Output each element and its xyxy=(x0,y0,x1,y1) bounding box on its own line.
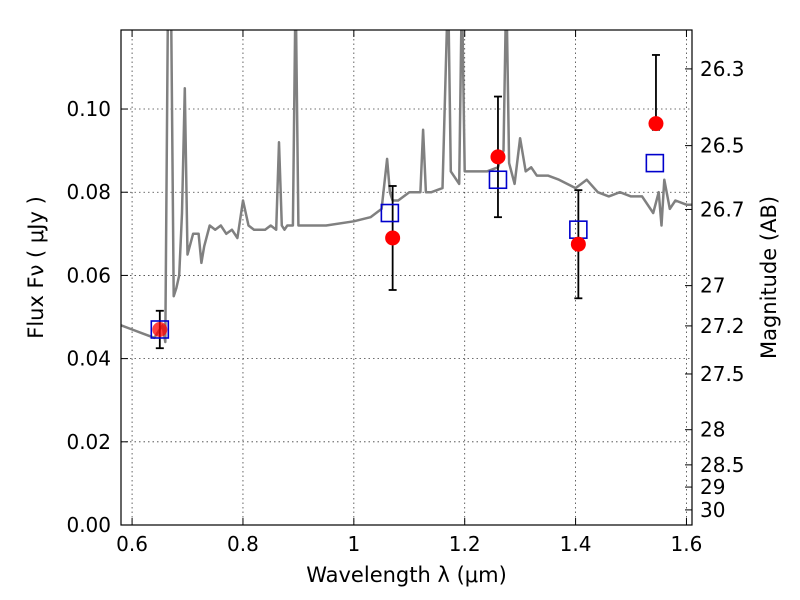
y-tick-label: 0.06 xyxy=(66,263,111,287)
right-tick-label: 28 xyxy=(700,418,725,442)
observed-points xyxy=(152,116,664,337)
plot-frame xyxy=(120,29,693,526)
x-tick-label: 1.2 xyxy=(449,532,481,556)
y-tick-label: 0.00 xyxy=(66,513,111,537)
observed-point xyxy=(648,116,664,132)
x-tick-label: 0.8 xyxy=(227,532,259,556)
right-tick-label: 27.2 xyxy=(700,314,745,338)
observed-point xyxy=(570,236,586,252)
right-tick-label: 26.3 xyxy=(700,57,745,81)
observed-point xyxy=(490,149,506,165)
y-tick-label: 0.08 xyxy=(66,180,111,204)
y-axis-label: Flux Fν ( μJy ) xyxy=(24,196,48,339)
spectrum xyxy=(121,30,692,344)
x-tick-label: 1.4 xyxy=(560,532,592,556)
right-tick-label: 29 xyxy=(700,475,725,499)
model-square xyxy=(380,203,400,223)
right-tick-label: 27 xyxy=(700,274,725,298)
y-tick-label: 0.02 xyxy=(66,430,111,454)
model-square xyxy=(150,320,170,339)
model-square xyxy=(645,153,665,173)
right-axis-label: Magnitude (AB) xyxy=(757,196,781,359)
axis-ticks: 0.6 0.8 1 1.2 1.4 1.6 0.00 0.02 0.04 0.06 0.08 0.10… xyxy=(66,30,745,556)
y-tick-label: 0.10 xyxy=(66,97,111,121)
right-tick-label: 30 xyxy=(700,498,725,522)
x-tick-label: 1.6 xyxy=(671,532,703,556)
observed-point xyxy=(385,230,401,246)
y-tick-label: 0.04 xyxy=(66,347,111,371)
model-square xyxy=(488,170,508,190)
observed-point xyxy=(152,321,168,337)
right-tick-label: 26.5 xyxy=(700,134,745,158)
model-squares xyxy=(150,153,665,339)
x-axis-label: Wavelength λ (μm) xyxy=(306,563,507,587)
grid-lines xyxy=(121,30,692,525)
error-bars xyxy=(155,54,660,350)
right-tick-label: 28.5 xyxy=(700,453,745,477)
x-tick-label: 1 xyxy=(347,532,360,556)
x-tick-label: 0.6 xyxy=(116,532,148,556)
right-tick-label: 26.7 xyxy=(700,197,745,221)
right-tick-label: 27.5 xyxy=(700,362,745,386)
spectrum-line xyxy=(121,30,692,344)
